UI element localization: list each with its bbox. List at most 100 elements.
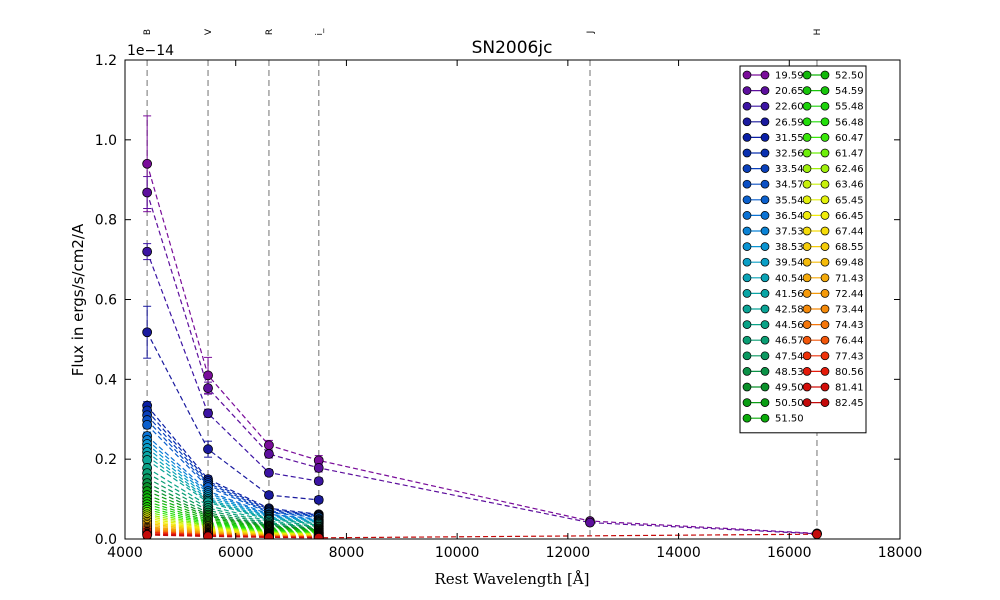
data-point: [142, 530, 153, 539]
y-tick-label: 0.0: [95, 532, 117, 548]
legend-marker: [760, 117, 770, 127]
legend-marker: [742, 226, 752, 236]
legend-marker: [760, 164, 770, 173]
data-point: [203, 444, 213, 455]
band-label-H: H: [813, 29, 823, 36]
series-line-35.54: [146, 424, 319, 518]
legend-marker: [802, 226, 812, 236]
legend-marker: [760, 398, 770, 407]
legend-label: 63.46: [835, 180, 864, 191]
legend-marker: [802, 211, 812, 220]
legend-label: 39.54: [775, 258, 804, 269]
legend-marker: [820, 242, 830, 251]
series-line-44.56: [146, 467, 319, 526]
legend-marker: [820, 351, 830, 361]
series-line-52.50: [146, 497, 319, 532]
data-point: [313, 494, 324, 505]
legend-label: 42.58: [775, 305, 804, 316]
legend-label: 72.44: [835, 289, 864, 300]
x-tick-label: 4000: [107, 545, 143, 561]
legend-marker: [820, 101, 830, 111]
legend-marker: [820, 289, 830, 298]
legend-marker: [742, 242, 752, 251]
legend-label: 36.54: [775, 211, 804, 222]
legend-marker: [820, 179, 830, 189]
legend-marker: [802, 398, 812, 407]
legend-marker: [802, 117, 812, 127]
legend-marker: [820, 117, 830, 127]
x-tick-label: 10000: [435, 545, 480, 561]
legend-marker: [742, 195, 752, 205]
legend-marker: [802, 351, 812, 361]
legend-marker: [820, 164, 830, 173]
legend-marker: [742, 211, 752, 220]
series-line-38.53: [146, 443, 319, 522]
data-point: [142, 246, 153, 257]
data-point: [142, 419, 153, 430]
legend-label: 80.56: [835, 367, 864, 378]
legend-label: 31.55: [775, 133, 804, 144]
legend-label: 77.43: [835, 351, 864, 362]
y-tick-label: 0.2: [95, 452, 117, 468]
legend-marker: [742, 367, 752, 376]
legend-marker: [802, 242, 812, 251]
legend-marker: [760, 211, 770, 220]
legend-marker: [760, 70, 770, 80]
legend-label: 54.59: [835, 86, 864, 97]
series-line-19.59: [146, 163, 818, 534]
legend-marker: [742, 70, 752, 80]
y-tick-label: 0.6: [95, 293, 117, 309]
data-point: [313, 532, 324, 539]
legend-marker: [820, 86, 830, 95]
data-point: [142, 158, 153, 169]
data-point: [264, 440, 274, 451]
legend-label: 69.48: [835, 258, 864, 269]
legend-marker: [820, 70, 830, 80]
legend-marker: [742, 179, 752, 189]
data-point: [142, 327, 153, 338]
legend-marker: [802, 382, 812, 392]
band-label-J: J: [586, 31, 596, 35]
y-tick-label: 0.8: [95, 213, 117, 229]
legend-label: 41.56: [775, 289, 804, 300]
legend-marker: [742, 304, 752, 314]
legend-label: 74.43: [835, 320, 864, 331]
data-point: [203, 408, 213, 419]
legend-label: 44.56: [775, 320, 804, 331]
legend-marker: [742, 257, 752, 267]
legend-marker: [742, 413, 752, 423]
data-point: [313, 463, 324, 473]
x-tick-label: 18000: [878, 545, 923, 561]
legend-marker: [742, 335, 752, 345]
legend-marker: [760, 101, 770, 111]
legend-label: 56.48: [835, 117, 864, 128]
x-tick-label: 12000: [546, 545, 591, 561]
legend-marker: [742, 86, 752, 95]
legend-marker: [802, 367, 812, 376]
y-tick-label: 0.4: [95, 372, 117, 388]
legend-label: 20.65: [775, 86, 804, 97]
legend-marker: [820, 211, 830, 220]
legend-label: 52.50: [835, 71, 864, 82]
legend-label: 47.54: [775, 351, 804, 362]
series-line-51.50: [146, 494, 319, 532]
legend-marker: [802, 335, 812, 345]
legend-marker: [760, 86, 770, 95]
series-line-41.56: [146, 455, 319, 524]
legend-label: 22.60: [775, 102, 804, 113]
y-axis-label: Flux in ergs/s/cm2/A: [69, 223, 87, 376]
legend-marker: [760, 226, 770, 236]
legend-label: 50.50: [775, 398, 804, 409]
legend-marker: [742, 148, 752, 158]
series-line-50.50: [146, 490, 319, 531]
legend-label: 32.56: [775, 149, 804, 160]
series-line-42.58: [146, 459, 319, 525]
data-point: [812, 529, 822, 539]
data-point: [203, 370, 213, 381]
series-line-49.50: [146, 486, 319, 530]
band-label-i_: i_: [315, 28, 325, 36]
legend-marker: [802, 257, 812, 267]
legend-marker: [820, 335, 830, 345]
legend-marker: [802, 86, 812, 95]
legend-label: 76.44: [835, 336, 864, 347]
